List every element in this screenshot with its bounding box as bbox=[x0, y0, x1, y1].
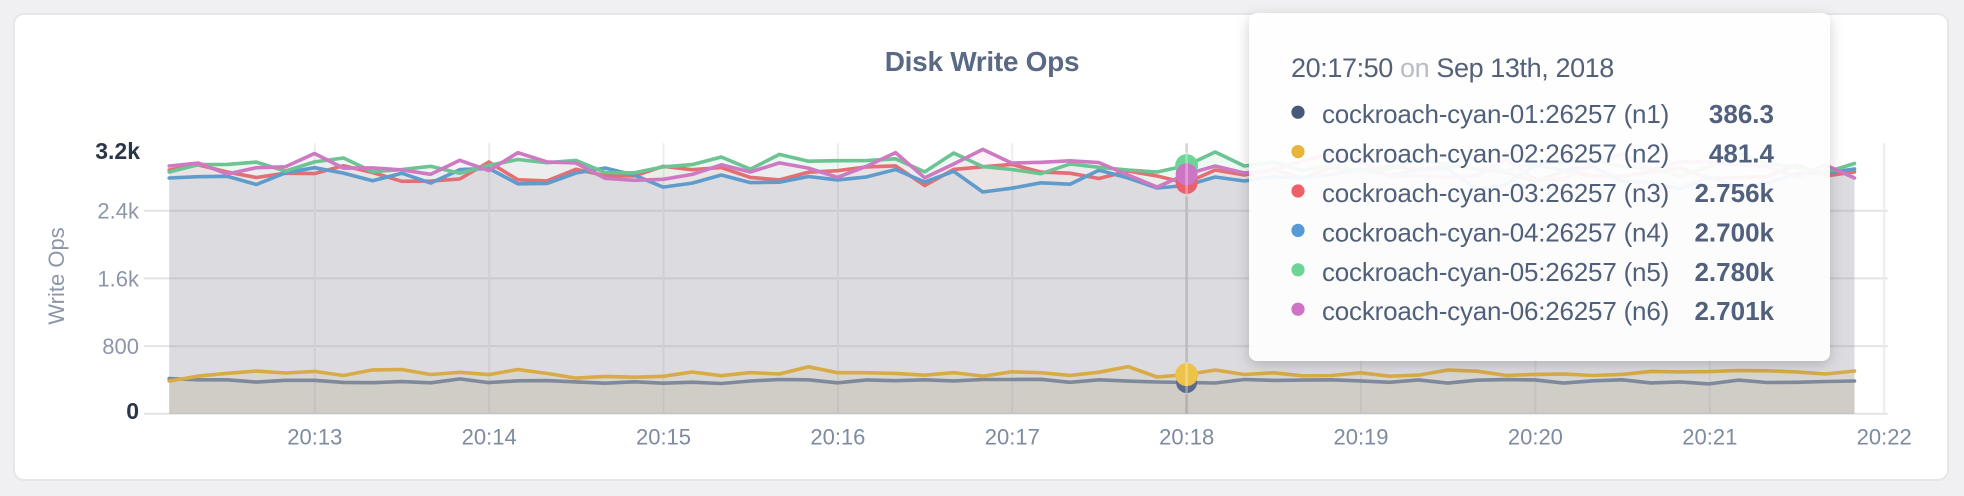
svg-text:2.700k: 2.700k bbox=[1694, 217, 1774, 247]
svg-text:2.701k: 2.701k bbox=[1694, 296, 1774, 326]
svg-text:cockroach-cyan-04:26257 (n4): cockroach-cyan-04:26257 (n4) bbox=[1322, 217, 1669, 247]
svg-text:481.4: 481.4 bbox=[1709, 139, 1775, 169]
svg-text:cockroach-cyan-03:26257 (n3): cockroach-cyan-03:26257 (n3) bbox=[1322, 178, 1669, 208]
svg-text:cockroach-cyan-01:26257 (n1): cockroach-cyan-01:26257 (n1) bbox=[1322, 99, 1669, 129]
svg-text:20:15: 20:15 bbox=[636, 424, 691, 449]
svg-text:20:22: 20:22 bbox=[1857, 424, 1912, 449]
svg-text:Write Ops: Write Ops bbox=[44, 227, 69, 324]
svg-text:2.756k: 2.756k bbox=[1694, 178, 1774, 208]
svg-text:20:17: 20:17 bbox=[985, 424, 1040, 449]
svg-text:1.6k: 1.6k bbox=[97, 266, 140, 291]
svg-text:2.4k: 2.4k bbox=[97, 199, 140, 224]
svg-text:20:16: 20:16 bbox=[810, 424, 865, 449]
svg-text:Disk Write Ops: Disk Write Ops bbox=[885, 46, 1079, 77]
svg-text:800: 800 bbox=[102, 334, 139, 359]
svg-text:cockroach-cyan-06:26257 (n6): cockroach-cyan-06:26257 (n6) bbox=[1322, 296, 1669, 326]
svg-text:20:21: 20:21 bbox=[1682, 424, 1737, 449]
svg-text:20:17:50 on Sep 13th, 2018: 20:17:50 on Sep 13th, 2018 bbox=[1291, 53, 1614, 83]
svg-text:cockroach-cyan-02:26257 (n2): cockroach-cyan-02:26257 (n2) bbox=[1322, 139, 1669, 169]
svg-text:0: 0 bbox=[126, 398, 139, 424]
svg-text:20:13: 20:13 bbox=[287, 424, 342, 449]
svg-text:386.3: 386.3 bbox=[1709, 99, 1774, 129]
svg-text:cockroach-cyan-05:26257 (n5): cockroach-cyan-05:26257 (n5) bbox=[1322, 257, 1669, 287]
svg-text:20:20: 20:20 bbox=[1508, 424, 1563, 449]
svg-text:20:14: 20:14 bbox=[462, 424, 517, 449]
svg-text:20:18: 20:18 bbox=[1159, 424, 1214, 449]
svg-text:2.780k: 2.780k bbox=[1694, 257, 1774, 287]
svg-text:20:19: 20:19 bbox=[1333, 424, 1388, 449]
svg-text:3.2k: 3.2k bbox=[95, 138, 140, 164]
